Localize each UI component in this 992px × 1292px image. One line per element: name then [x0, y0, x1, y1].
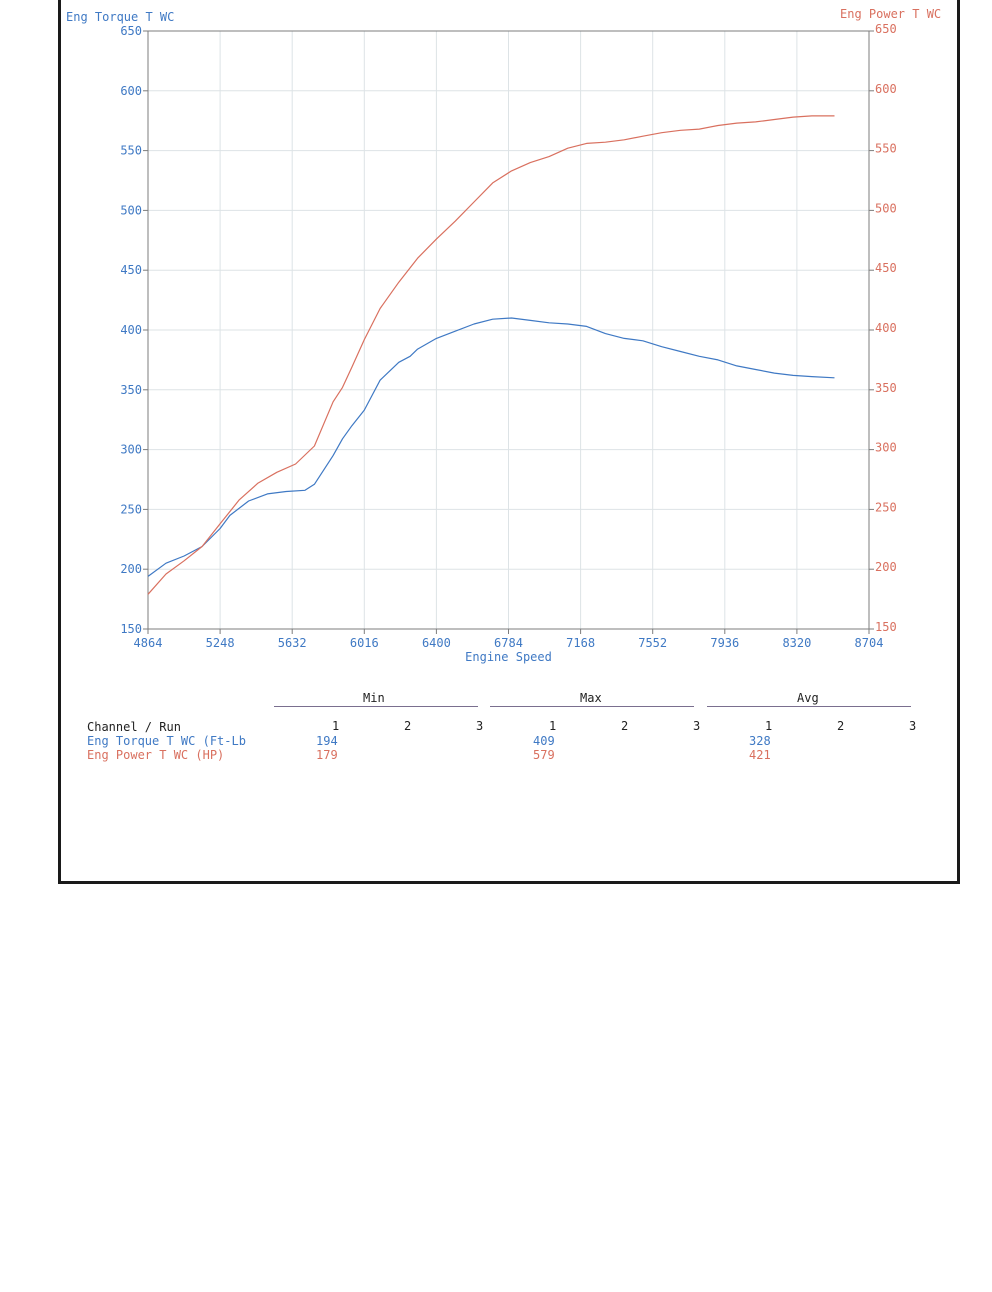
y-left-tick-label: 450 [120, 263, 142, 277]
torque-series-line [147, 317, 835, 577]
avg-group-rule [707, 706, 911, 707]
min-run-2: 2 [404, 719, 412, 733]
y-right-tick-label: 650 [875, 22, 897, 36]
max-run-2: 2 [621, 719, 629, 733]
power-series-line [147, 115, 835, 595]
avg-group-header: Avg [797, 691, 819, 705]
y-right-tick-label: 550 [875, 142, 897, 156]
y-left-tick-label: 600 [120, 84, 142, 98]
left-axis-title: Eng Torque T WC [66, 10, 175, 24]
y-left-tick-label: 550 [120, 144, 142, 158]
min-group-rule [274, 706, 478, 707]
x-tick-label: 6400 [422, 636, 451, 650]
y-left-tick-label: 200 [120, 562, 142, 576]
x-tick-label: 7168 [566, 636, 595, 650]
chart-series [147, 115, 835, 595]
power-min: 179 [316, 748, 338, 762]
avg-run-1: 1 [765, 719, 773, 733]
y-right-tick-label: 350 [875, 381, 897, 395]
axis-ticks: 4864 5248 5632 6016 6400 6784 7168 7552 7936 8320… [120, 22, 896, 650]
y-left-tick-label: 500 [120, 203, 142, 217]
y-left-tick-label: 150 [120, 622, 142, 636]
y-right-tick-label: 600 [875, 82, 897, 96]
dyno-chart: 4864 5248 5632 6016 6400 6784 7168 7552 7936 8320… [120, 22, 896, 664]
x-tick-label: 6784 [494, 636, 523, 650]
x-tick-label: 7552 [638, 636, 667, 650]
x-axis-label: Engine Speed [465, 650, 552, 664]
max-group-header: Max [580, 691, 602, 705]
x-tick-label: 5248 [206, 636, 235, 650]
y-left-tick-label: 400 [120, 323, 142, 337]
power-max: 579 [533, 748, 555, 762]
y-right-tick-label: 450 [875, 261, 897, 275]
y-left-tick-label: 350 [120, 383, 142, 397]
y-right-tick-label: 500 [875, 201, 897, 215]
y-right-tick-label: 150 [875, 620, 897, 634]
y-right-tick-label: 400 [875, 321, 897, 335]
min-group-header: Min [363, 691, 385, 705]
power-avg: 421 [749, 748, 771, 762]
avg-run-3: 3 [909, 719, 917, 733]
x-tick-label: 8704 [855, 636, 884, 650]
power-row-label: Eng Power T WC (HP) [87, 748, 225, 762]
max-run-1: 1 [549, 719, 557, 733]
y-right-tick-label: 200 [875, 560, 897, 574]
y-right-tick-label: 250 [875, 500, 897, 514]
x-tick-label: 5632 [278, 636, 307, 650]
x-tick-label: 6016 [350, 636, 379, 650]
max-run-3: 3 [693, 719, 701, 733]
max-group-rule [490, 706, 694, 707]
y-left-tick-label: 300 [120, 443, 142, 457]
y-right-tick-label: 300 [875, 441, 897, 455]
channel-run-header: Channel / Run [87, 720, 181, 734]
torque-avg: 328 [749, 734, 771, 748]
x-tick-label: 7936 [710, 636, 739, 650]
y-left-tick-label: 650 [120, 24, 142, 38]
report-frame [58, 0, 960, 884]
min-run-1: 1 [332, 719, 340, 733]
y-left-tick-label: 250 [120, 502, 142, 516]
right-axis-title: Eng Power T WC [840, 7, 942, 21]
torque-min: 194 [316, 734, 338, 748]
avg-run-2: 2 [837, 719, 845, 733]
min-run-3: 3 [476, 719, 484, 733]
x-tick-label: 4864 [134, 636, 163, 650]
torque-row-label: Eng Torque T WC (Ft-Lb [87, 734, 246, 748]
torque-max: 409 [533, 734, 555, 748]
x-tick-label: 8320 [782, 636, 811, 650]
